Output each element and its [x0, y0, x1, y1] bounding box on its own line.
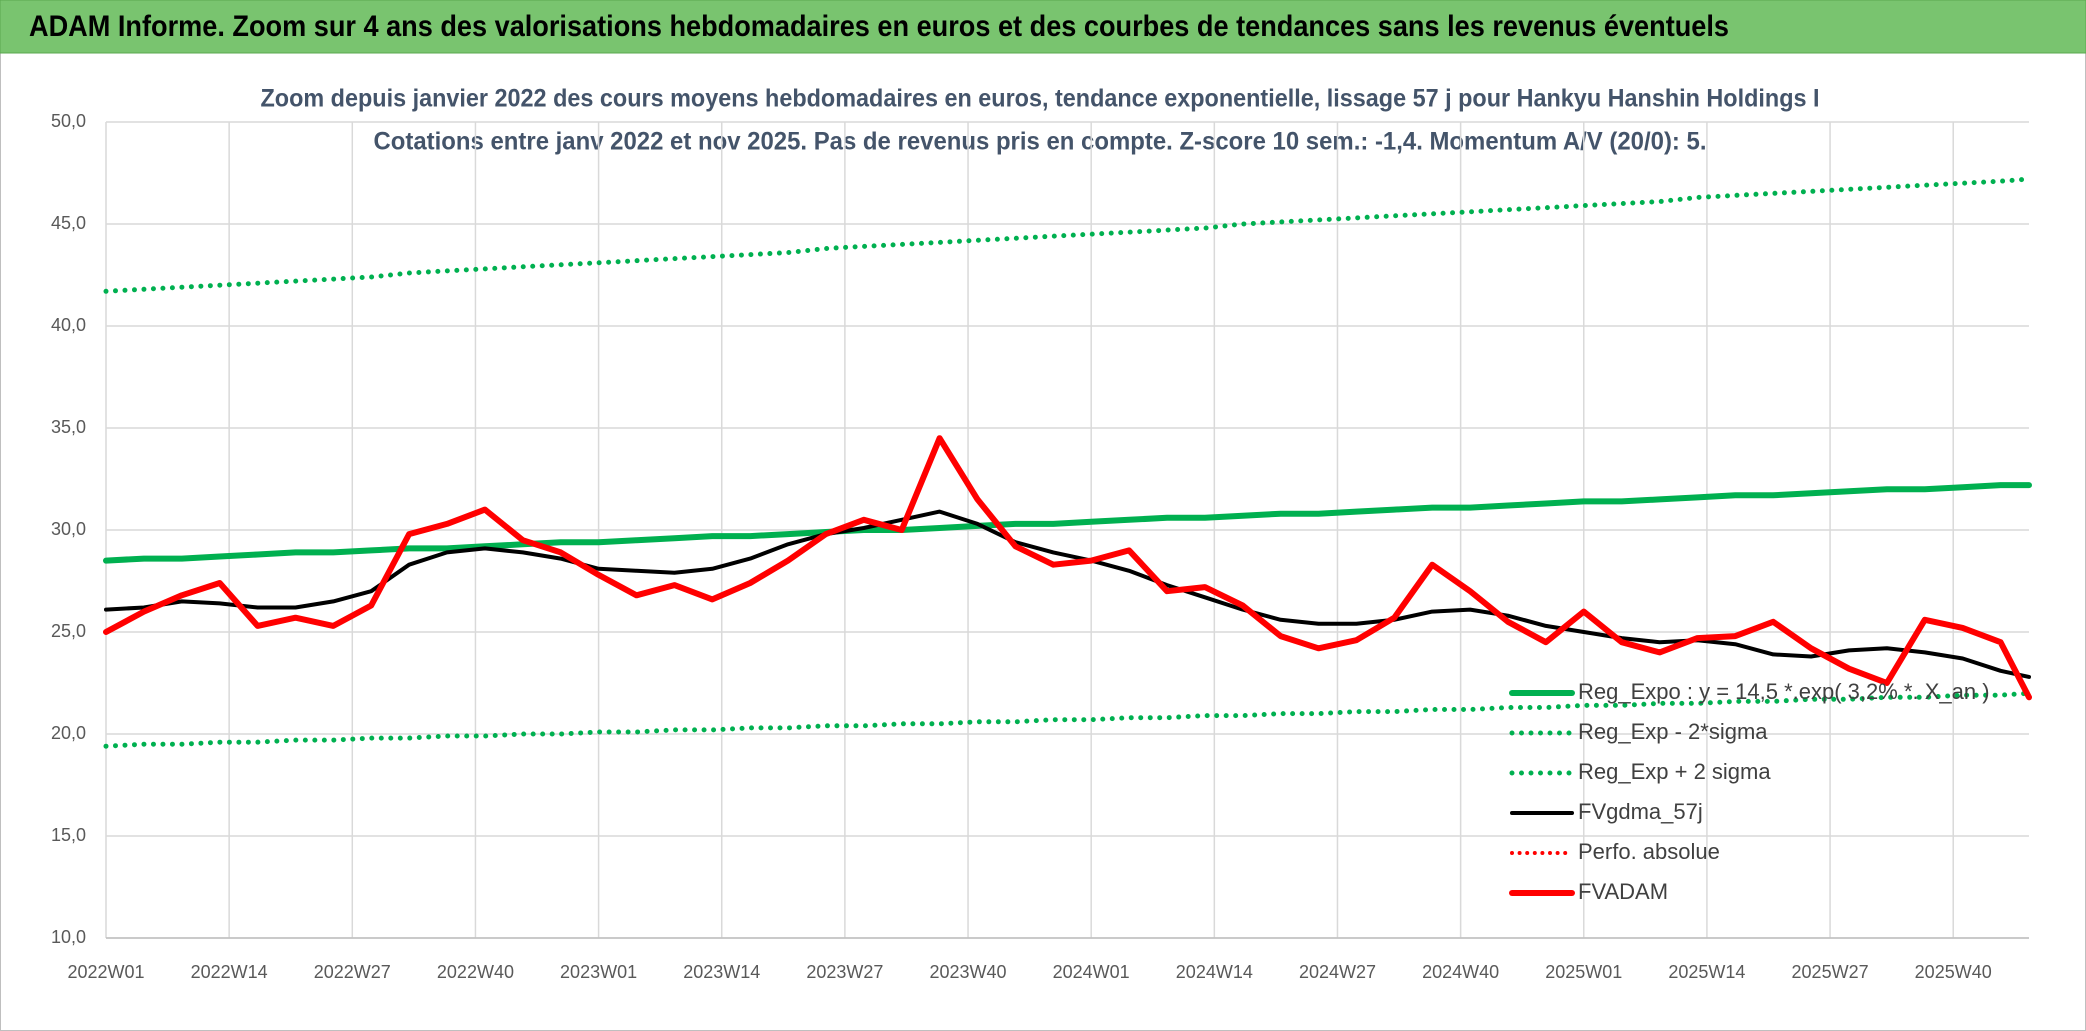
- x-tick-label: 2022W01: [67, 962, 144, 982]
- grid: 10,0 15,0 20,0 25,0 30,0 35,0 40,0 45,0 50,0 2022…: [51, 111, 2029, 982]
- x-tick-label: 2024W01: [1053, 962, 1130, 982]
- x-tick-label: 2023W40: [930, 962, 1007, 982]
- legend: Reg_Expo : y = 14,5 *.exp( 3,2% *. X_an …: [1509, 679, 1990, 904]
- x-tick-label: 2022W14: [191, 962, 268, 982]
- chart-title: Zoom depuis janvier 2022 des cours moyen…: [261, 85, 1820, 113]
- legend-label: Reg_Exp - 2*sigma: [1578, 719, 1768, 744]
- y-tick-label: 15,0: [51, 825, 86, 845]
- series-line: [103, 482, 2032, 564]
- y-tick-label: 35,0: [51, 417, 86, 437]
- header-title: ADAM Informe. Zoom sur 4 ans des valoris…: [29, 10, 1729, 43]
- y-tick-label: 30,0: [51, 519, 86, 539]
- header-bar: [0, 0, 2086, 54]
- x-tick-label: 2023W27: [806, 962, 883, 982]
- y-tick-label: 40,0: [51, 315, 86, 335]
- x-tick-label: 2022W40: [437, 962, 514, 982]
- x-tick-label: 2025W40: [1915, 962, 1992, 982]
- series-line: [103, 690, 2032, 749]
- x-tick-label: 2025W14: [1668, 962, 1745, 982]
- legend-label: FVgdma_57j: [1578, 799, 1703, 824]
- y-tick-label: 25,0: [51, 621, 86, 641]
- legend-label: Perfo. absolue: [1578, 839, 1720, 864]
- legend-label: FVADAM: [1578, 879, 1668, 904]
- x-tick-label: 2024W14: [1176, 962, 1253, 982]
- y-tick-label: 45,0: [51, 213, 86, 233]
- x-tick-label: 2022W27: [314, 962, 391, 982]
- x-tick-label: 2024W27: [1299, 962, 1376, 982]
- y-tick-label: 10,0: [51, 927, 86, 947]
- x-tick-label: 2024W40: [1422, 962, 1499, 982]
- series-line: [103, 435, 2032, 701]
- chart-subtitle: Cotations entre janv 2022 et nov 2025. P…: [374, 128, 1707, 156]
- y-tick-label: 20,0: [51, 723, 86, 743]
- legend-label: Reg_Expo : y = 14,5 *.exp( 3,2% *. X_an …: [1578, 679, 1990, 704]
- plot: [103, 176, 2032, 749]
- x-tick-label: 2025W01: [1545, 962, 1622, 982]
- legend-label: Reg_Exp + 2 sigma: [1578, 759, 1771, 784]
- x-tick-label: 2023W14: [683, 962, 760, 982]
- series-line: [104, 509, 2031, 679]
- x-tick-label: 2023W01: [560, 962, 637, 982]
- y-tick-label: 50,0: [51, 111, 86, 131]
- series-line: [103, 176, 2032, 294]
- x-tick-label: 2025W27: [1792, 962, 1869, 982]
